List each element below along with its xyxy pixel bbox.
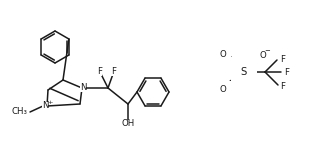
Text: F: F	[284, 67, 289, 77]
Text: F: F	[280, 81, 285, 91]
Text: OH: OH	[121, 120, 134, 128]
Text: O: O	[260, 51, 266, 59]
Text: O: O	[220, 85, 226, 95]
Text: O: O	[220, 49, 226, 59]
Text: N: N	[42, 101, 48, 111]
Text: CH₃: CH₃	[12, 107, 28, 116]
Text: +: +	[47, 101, 53, 105]
Text: F: F	[280, 55, 285, 63]
Text: S: S	[241, 67, 247, 77]
Text: F: F	[111, 67, 117, 75]
Text: −: −	[264, 48, 270, 54]
Text: N: N	[80, 83, 86, 91]
Text: F: F	[98, 67, 102, 75]
